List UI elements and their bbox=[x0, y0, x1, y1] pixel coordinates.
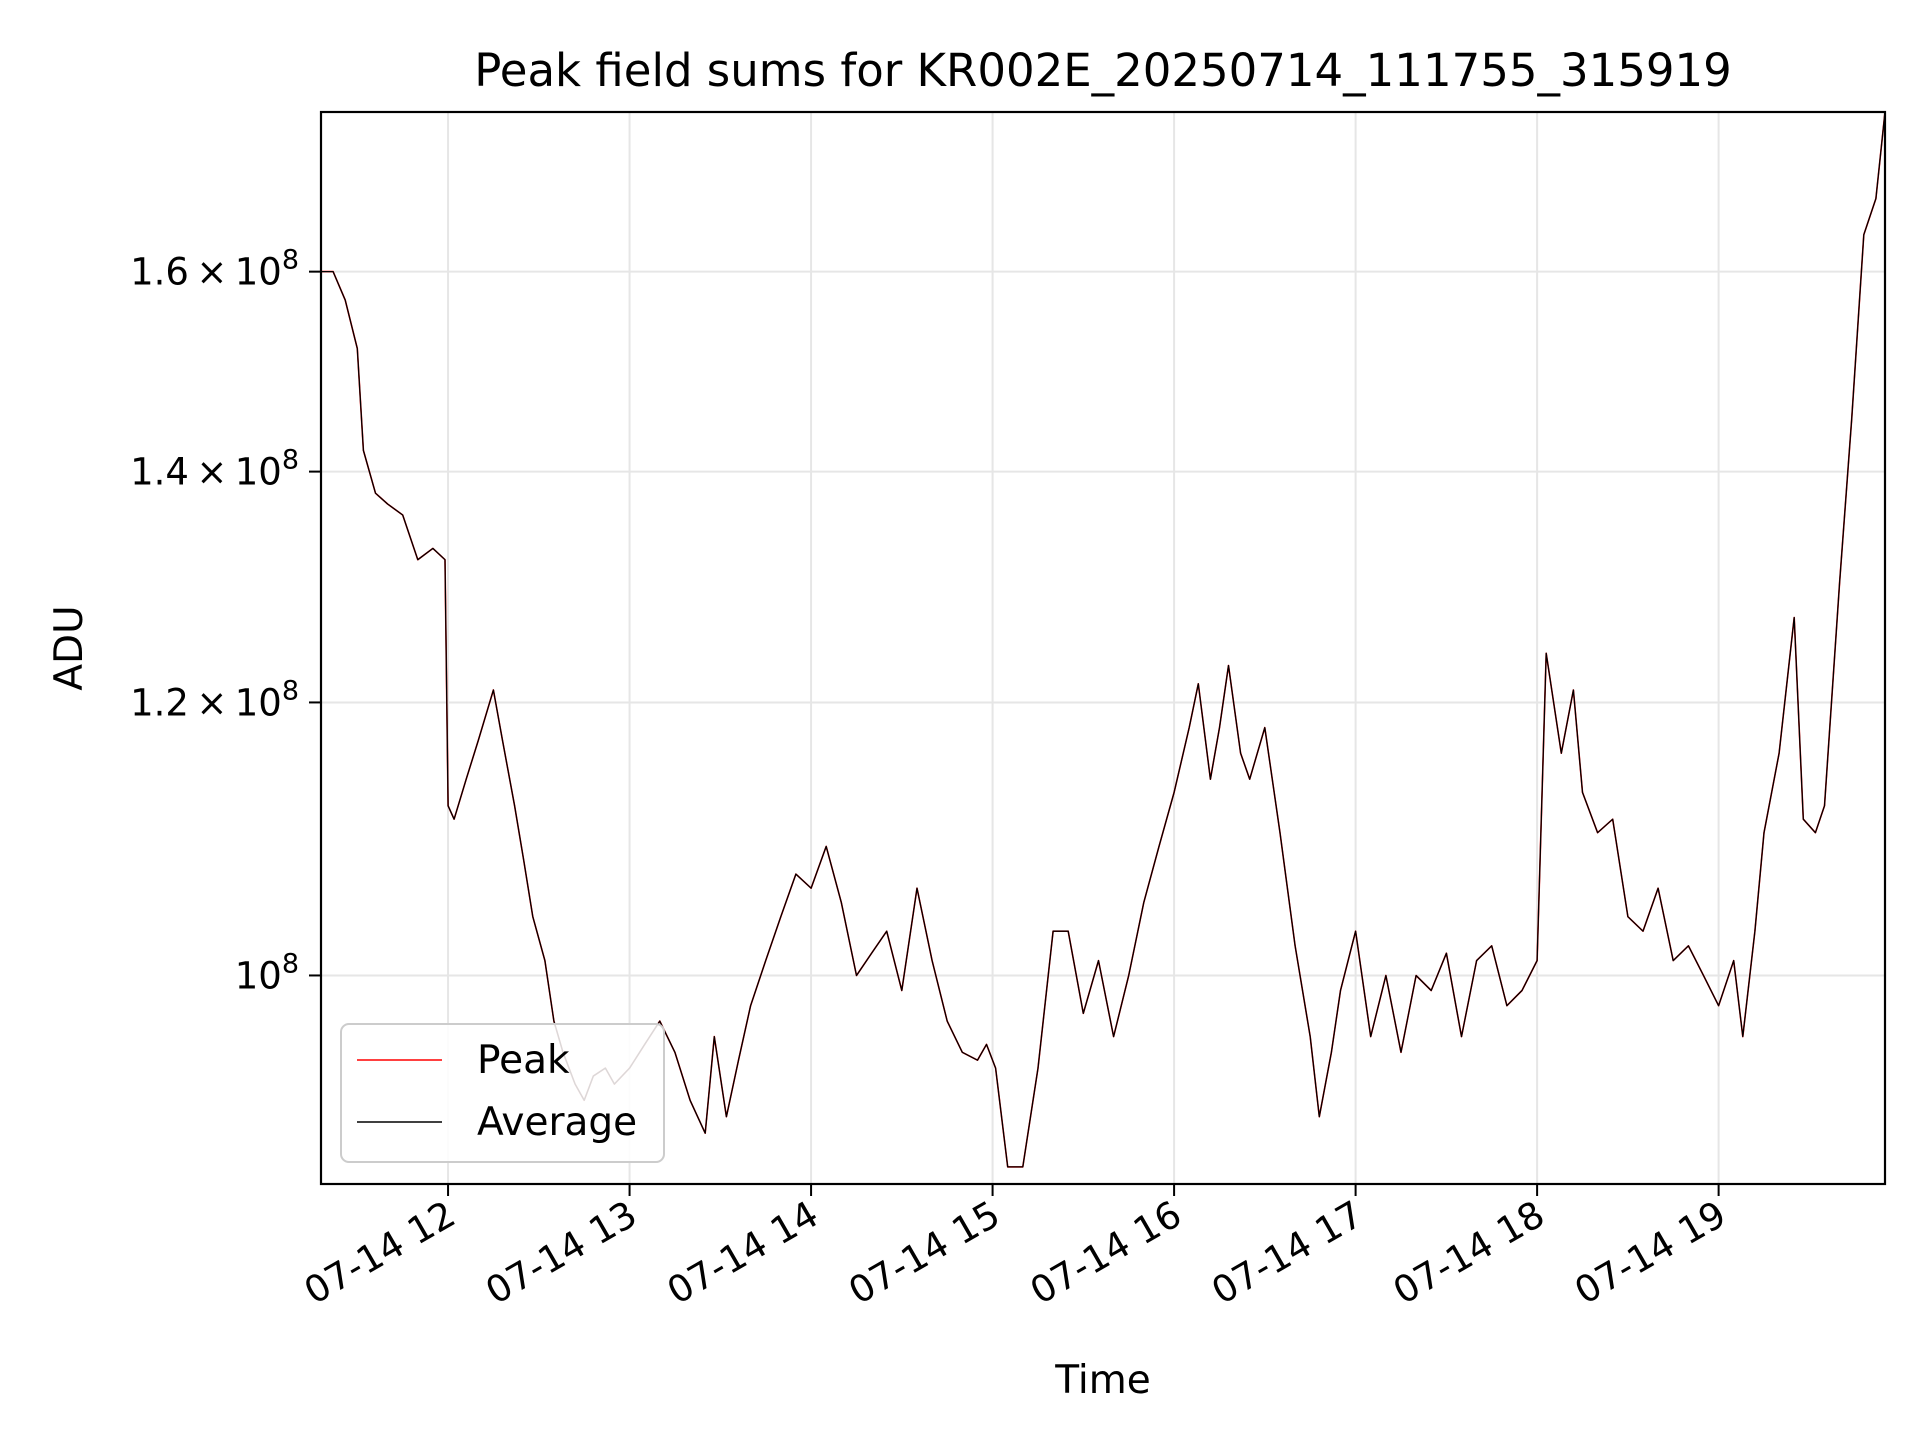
y-axis-label: ADU bbox=[47, 605, 92, 690]
series-line-average bbox=[321, 111, 1886, 1168]
legend-box bbox=[340, 1023, 665, 1163]
x-axis-label: Time bbox=[1054, 1358, 1150, 1403]
chart-title: Peak field sums for KR002E_20250714_1117… bbox=[474, 44, 1732, 97]
legend-label-peak: Peak bbox=[477, 1038, 570, 1083]
y-tick-label: 1.4 × 108 bbox=[130, 445, 299, 494]
legend-label-average: Average bbox=[477, 1100, 637, 1145]
y-axis-ticks: 108 1.2 × 108 1.4 × 108 1.6 × 108 bbox=[130, 245, 321, 997]
series-lines bbox=[321, 111, 1886, 1168]
y-tick-label: 1.6 × 108 bbox=[130, 245, 299, 294]
y-tick-label: 1.2 × 108 bbox=[130, 675, 299, 724]
legend: Peak Average bbox=[340, 1023, 665, 1163]
plot-frame bbox=[319, 110, 1887, 1186]
y-tick-label: 108 bbox=[235, 948, 299, 997]
grid bbox=[321, 112, 1885, 1184]
